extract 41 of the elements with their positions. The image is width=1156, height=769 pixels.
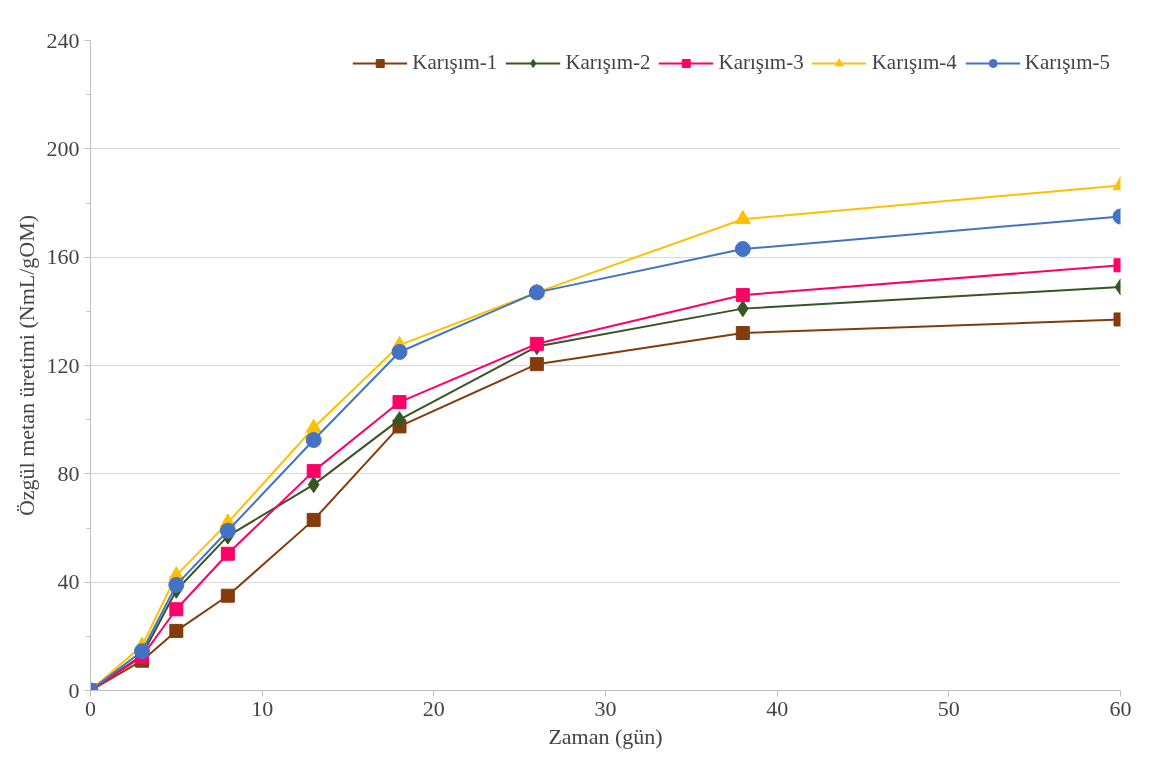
legend-label: Karışım-5 — [1024, 50, 1110, 75]
point — [393, 411, 406, 429]
point — [134, 643, 150, 660]
x-axis-title: Zaman (gün) — [548, 723, 663, 749]
y-tick-label: 80 — [57, 460, 80, 486]
legend-label: Karışım-3 — [718, 50, 804, 75]
point — [734, 241, 751, 258]
point — [529, 357, 544, 372]
y-tick-label: 160 — [46, 244, 80, 270]
x-tick-label: 10 — [251, 695, 274, 721]
point — [169, 602, 184, 617]
point — [734, 210, 751, 225]
x-tick-label: 0 — [85, 695, 96, 721]
point — [392, 395, 407, 410]
y-tick-label: 120 — [46, 352, 80, 378]
legend-label: Karışım-2 — [565, 50, 651, 75]
point — [220, 546, 235, 561]
point — [305, 431, 322, 448]
legend-label: Karışım-1 — [412, 50, 498, 75]
y-tick-label: 240 — [46, 27, 80, 53]
x-tick-label: 60 — [1109, 695, 1132, 721]
point — [306, 512, 321, 527]
x-tick-label: 40 — [766, 695, 789, 721]
y-tick-label: 40 — [57, 569, 80, 595]
point — [306, 464, 321, 479]
point — [529, 336, 544, 351]
legend-label: Karışım-4 — [871, 50, 957, 75]
x-tick-label: 30 — [594, 695, 617, 721]
point — [219, 522, 236, 539]
point — [220, 588, 235, 603]
y-tick-label: 0 — [68, 677, 80, 703]
point — [307, 476, 320, 494]
x-tick-label: 50 — [937, 695, 960, 721]
point — [735, 326, 750, 340]
y-axis-title: Özgül metan üretimi (NmL/gOM) — [13, 214, 39, 517]
y-tick-label: 200 — [46, 135, 80, 161]
point — [735, 288, 750, 303]
x-tick-label: 20 — [422, 695, 445, 721]
point — [169, 623, 184, 638]
point — [391, 343, 408, 360]
point — [168, 576, 185, 593]
